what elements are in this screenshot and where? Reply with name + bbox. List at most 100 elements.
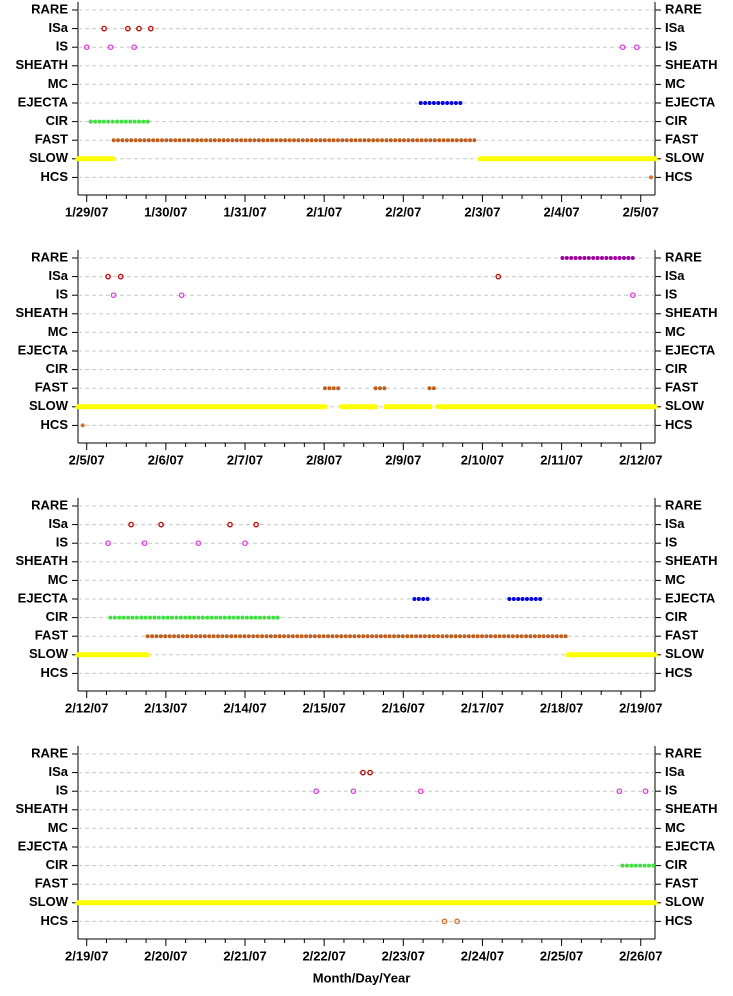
- y-tick-label: CIR: [46, 113, 69, 128]
- y-tick-label: EJECTA: [18, 94, 69, 109]
- y-tick-label: ISa: [48, 764, 68, 779]
- y-tick-label-right: MC: [665, 572, 686, 587]
- x-tick-label: 2/21/07: [223, 948, 266, 963]
- y-tick-label: CIR: [46, 361, 69, 376]
- event-point: [83, 44, 90, 51]
- event-point: [629, 292, 636, 299]
- y-tick-label: SLOW: [29, 646, 69, 661]
- y-tick-label-right: FAST: [665, 628, 698, 643]
- y-tick-label: IS: [56, 39, 69, 54]
- x-tick-label: 2/12/07: [619, 452, 662, 467]
- y-tick-label: SLOW: [29, 150, 69, 165]
- x-tick-label: 2/16/07: [382, 700, 425, 715]
- y-tick-label-right: SLOW: [665, 894, 705, 909]
- y-tick-label: ISa: [48, 268, 68, 283]
- x-tick-label: 2/24/07: [461, 948, 504, 963]
- x-tick-label: 2/2/07: [385, 204, 421, 219]
- y-tick-label: RARE: [31, 745, 68, 760]
- event-point: [110, 292, 117, 299]
- event-point: [105, 273, 111, 280]
- y-tick-label-right: MC: [665, 76, 686, 91]
- y-tick-label-right: ISa: [665, 268, 685, 283]
- x-tick-label: 1/29/07: [65, 204, 108, 219]
- y-tick-label-right: SHEATH: [665, 801, 717, 816]
- y-tick-label-right: SLOW: [665, 398, 705, 413]
- y-tick-label-right: SHEATH: [665, 553, 717, 568]
- x-tick-label: 2/1/07: [306, 204, 342, 219]
- y-tick-label-right: IS: [665, 39, 678, 54]
- y-tick-label: HCS: [41, 417, 69, 432]
- x-tick-label: 2/8/07: [306, 452, 342, 467]
- event-point: [147, 25, 154, 32]
- x-tick-label: 2/5/07: [69, 452, 105, 467]
- event-point: [360, 769, 366, 776]
- event-point: [313, 788, 320, 795]
- event-point: [128, 521, 134, 528]
- y-tick-label-right: ISa: [665, 516, 685, 531]
- event-point: [441, 918, 448, 925]
- event-point: [454, 918, 460, 925]
- y-tick-label: RARE: [31, 1, 68, 16]
- y-tick-label: FAST: [35, 132, 68, 147]
- event-point: [107, 44, 114, 51]
- y-tick-label: SHEATH: [16, 801, 68, 816]
- event-point: [367, 769, 373, 776]
- y-tick-label-right: IS: [665, 535, 678, 550]
- y-tick-label: ISa: [48, 516, 68, 531]
- y-tick-label-right: CIR: [665, 113, 688, 128]
- y-tick-label: EJECTA: [18, 590, 69, 605]
- y-tick-label: IS: [56, 783, 69, 798]
- y-tick-label-right: SHEATH: [665, 305, 717, 320]
- event-point: [117, 273, 124, 280]
- x-tick-label: 2/11/07: [540, 452, 583, 467]
- event-point: [642, 788, 649, 795]
- y-tick-label-right: CIR: [665, 361, 688, 376]
- event-point: [242, 540, 248, 547]
- y-tick-label: IS: [56, 287, 69, 302]
- event-point: [105, 540, 111, 547]
- x-tick-label: 1/31/07: [223, 204, 266, 219]
- y-tick-label-right: RARE: [665, 745, 702, 760]
- y-tick-label-right: CIR: [665, 609, 688, 624]
- y-tick-label-right: HCS: [665, 169, 693, 184]
- y-tick-label: RARE: [31, 249, 68, 264]
- y-tick-label-right: EJECTA: [665, 590, 716, 605]
- y-tick-label: CIR: [46, 857, 69, 872]
- event-point: [136, 25, 142, 32]
- event-point: [101, 25, 107, 32]
- event-point: [195, 540, 202, 547]
- y-tick-label: HCS: [41, 169, 69, 184]
- x-tick-label: 2/19/07: [619, 700, 662, 715]
- y-tick-label: RARE: [31, 497, 68, 512]
- y-tick-label-right: MC: [665, 324, 686, 339]
- y-tick-label: FAST: [35, 380, 68, 395]
- y-tick-label-right: SLOW: [665, 646, 705, 661]
- y-tick-label-right: FAST: [665, 380, 698, 395]
- y-tick-label: SHEATH: [16, 553, 68, 568]
- event-point: [619, 44, 626, 51]
- y-tick-label-right: SHEATH: [665, 57, 717, 72]
- y-tick-label: SHEATH: [16, 305, 68, 320]
- event-point: [131, 44, 138, 51]
- x-tick-label: 2/19/07: [65, 948, 108, 963]
- event-point: [141, 540, 148, 547]
- x-tick-label: 2/13/07: [144, 700, 187, 715]
- x-tick-label: 2/9/07: [385, 452, 421, 467]
- y-tick-label-right: EJECTA: [665, 94, 716, 109]
- x-tick-label: 2/5/07: [623, 204, 659, 219]
- event-point: [633, 44, 640, 51]
- x-axis-label: Month/Day/Year: [313, 970, 411, 985]
- y-tick-label-right: EJECTA: [665, 342, 716, 357]
- event-point: [178, 292, 185, 299]
- y-tick-label: MC: [48, 820, 69, 835]
- y-tick-label: EJECTA: [18, 342, 69, 357]
- x-tick-label: 2/4/07: [544, 204, 580, 219]
- x-tick-label: 2/26/07: [619, 948, 662, 963]
- event-point: [227, 521, 233, 528]
- event-point: [125, 25, 131, 32]
- y-tick-label: SLOW: [29, 398, 69, 413]
- y-tick-label: EJECTA: [18, 838, 69, 853]
- y-tick-label-right: HCS: [665, 665, 693, 680]
